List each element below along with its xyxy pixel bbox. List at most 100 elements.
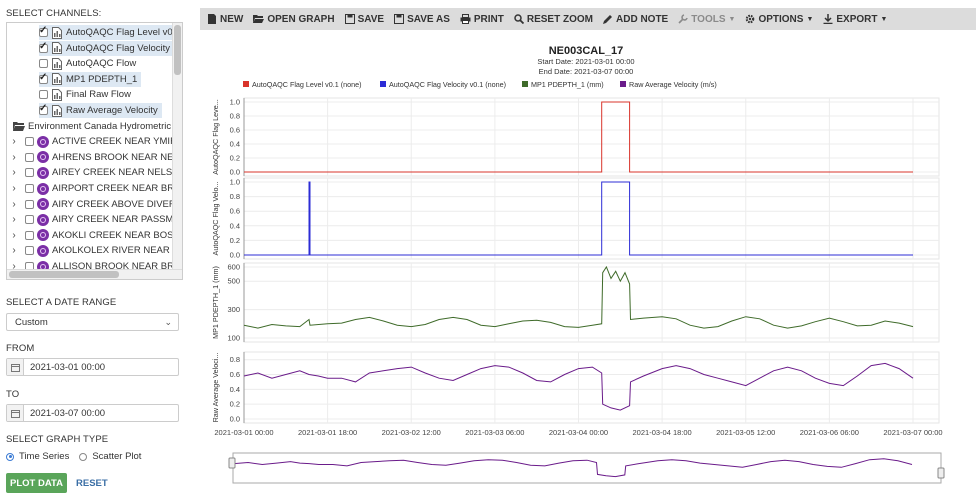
save-button[interactable]: SAVE <box>344 14 384 25</box>
station-checkbox[interactable] <box>25 137 34 147</box>
time-series-label[interactable]: Time Series <box>19 451 70 462</box>
time-series-radio[interactable] <box>6 452 14 461</box>
station-checkbox[interactable] <box>25 246 34 256</box>
station-item[interactable]: › AIREY CREEK NEAR NELSON <box>9 165 172 180</box>
navigator-left-handle[interactable] <box>228 457 236 469</box>
channel-checkbox[interactable] <box>39 72 48 84</box>
chevron-right-icon[interactable]: › <box>12 229 16 241</box>
x-tick-label: 2021-03-01 18:00 <box>298 428 357 437</box>
from-date-field[interactable]: 2021-03-01 00:00 <box>6 358 179 376</box>
scatter-plot-label[interactable]: Scatter Plot <box>92 451 142 462</box>
calendar-icon <box>7 405 24 421</box>
station-icon <box>37 151 49 164</box>
station-label: ALLISON BROOK NEAR BRILI <box>52 261 172 269</box>
station-item[interactable]: › AHRENS BROOK NEAR NELS <box>9 150 172 165</box>
station-checkbox[interactable] <box>25 184 34 193</box>
search-icon <box>514 14 524 24</box>
pencil-icon <box>603 15 612 24</box>
x-tick-label: 2021-03-02 12:00 <box>382 428 441 437</box>
chevron-right-icon[interactable]: › <box>12 183 16 194</box>
x-tick-label: 2021-03-03 06:00 <box>465 428 524 437</box>
options-menu[interactable]: OPTIONS ▼ <box>745 14 813 25</box>
from-date-value: 2021-03-01 00:00 <box>30 361 106 373</box>
channel-item[interactable]: AutoQAQC Flow <box>39 56 140 71</box>
chevron-right-icon[interactable]: › <box>12 136 16 148</box>
document-chart-icon <box>52 104 62 117</box>
y-axis-label: MP1 PDEPTH_1 (mm) <box>211 266 220 339</box>
chevron-right-icon[interactable]: › <box>12 167 16 179</box>
station-item[interactable]: › AIRPORT CREEK NEAR BRILL <box>9 181 172 196</box>
scatter-plot-radio[interactable] <box>79 452 88 461</box>
channel-checkbox[interactable] <box>39 59 48 69</box>
chart-legend: AutoQAQC Flag Level v0.1 (none) AutoQAQC … <box>243 80 717 89</box>
chevron-right-icon[interactable]: › <box>12 151 16 163</box>
to-label: TO <box>6 389 20 400</box>
chevron-right-icon[interactable]: › <box>12 214 16 226</box>
channel-label: Raw Average Velocity <box>66 105 158 116</box>
new-button[interactable]: NEW <box>207 14 243 25</box>
channel-checkbox[interactable] <box>39 25 48 37</box>
x-tick-label: 2021-03-04 18:00 <box>633 428 692 437</box>
group-item[interactable]: Environment Canada Hydrometric <box>9 119 171 134</box>
channel-item[interactable]: AutoQAQC Flag Level v0. <box>39 25 172 40</box>
to-date-field[interactable]: 2021-03-07 00:00 <box>6 404 179 422</box>
channel-checkbox[interactable] <box>39 103 48 115</box>
tree-vertical-scrollbar[interactable] <box>172 23 182 269</box>
station-item[interactable]: › AIRY CREEK NEAR PASSMOR <box>9 212 172 227</box>
station-checkbox[interactable] <box>25 215 34 225</box>
station-checkbox[interactable] <box>25 230 34 240</box>
export-menu[interactable]: EXPORT ▼ <box>823 14 887 25</box>
series-line <box>243 362 914 411</box>
channel-checkbox[interactable] <box>39 41 48 53</box>
station-item[interactable]: › ACTIVE CREEK NEAR YMIR <box>9 134 172 149</box>
y-tick-label: 300 <box>227 305 240 314</box>
plot-data-button[interactable]: PLOT DATA <box>6 473 67 493</box>
chevron-right-icon[interactable]: › <box>12 198 16 210</box>
station-checkbox[interactable] <box>25 262 34 269</box>
x-tick-label: 2021-03-04 00:00 <box>549 428 608 437</box>
channel-item[interactable]: MP1 PDEPTH_1 <box>39 71 142 87</box>
tools-menu[interactable]: TOOLS ▼ <box>678 14 735 25</box>
open-graph-button[interactable]: OPEN GRAPH <box>253 14 335 25</box>
x-tick-label: 2021-03-07 00:00 <box>883 428 942 437</box>
date-range-select[interactable]: Custom ⌄ <box>6 313 179 331</box>
chevron-right-icon[interactable]: › <box>12 261 16 269</box>
y-tick-label: 0.0 <box>230 251 240 260</box>
tree-horizontal-scrollbar[interactable] <box>7 269 182 279</box>
navigator-right-handle[interactable] <box>937 467 945 479</box>
add-note-button[interactable]: ADD NOTE <box>603 14 668 25</box>
y-tick-label: 0.4 <box>230 385 240 394</box>
channel-item[interactable]: AutoQAQC Flag Velocity • <box>39 40 172 56</box>
y-tick-label: 1.0 <box>230 98 240 107</box>
legend-swatch <box>243 81 249 87</box>
station-item[interactable]: › AKOKLI CREEK NEAR BOSWE <box>9 228 172 243</box>
reset-button[interactable]: RESET <box>76 478 108 489</box>
station-item[interactable]: › AKOLKOLEX RIVER NEAR REV <box>9 243 172 258</box>
station-icon <box>37 135 49 148</box>
station-item[interactable]: › ALLISON BROOK NEAR BRILI <box>9 259 172 269</box>
channel-checkbox[interactable] <box>39 90 48 100</box>
print-button[interactable]: PRINT <box>460 14 504 25</box>
time-series-chart[interactable]: NE003CAL_17 Start Date: 2021-03-01 00:00… <box>200 30 980 497</box>
reset-zoom-button[interactable]: RESET ZOOM <box>514 14 593 25</box>
station-item[interactable]: › AIRY CREEK ABOVE DIVERSIC <box>9 197 172 212</box>
add-note-label: ADD NOTE <box>616 13 669 25</box>
save-as-button[interactable]: SAVE AS <box>394 14 450 25</box>
date-range-label: SELECT A DATE RANGE <box>6 297 117 308</box>
station-icon <box>37 166 49 179</box>
chevron-right-icon[interactable]: › <box>12 245 16 257</box>
document-chart-icon <box>52 73 62 86</box>
channel-tree[interactable]: AutoQAQC Flag Level v0. AutoQAQC Flag Ve… <box>6 22 183 280</box>
station-checkbox[interactable] <box>25 199 34 209</box>
y-axis-label: AutoQAQC Flag Velo... <box>211 182 220 256</box>
series-line <box>243 265 914 329</box>
station-checkbox[interactable] <box>25 152 34 162</box>
range-navigator[interactable] <box>228 452 945 484</box>
channel-item[interactable]: Final Raw Flow <box>39 87 135 102</box>
channel-item[interactable]: Raw Average Velocity <box>39 103 162 118</box>
station-icon <box>37 213 49 226</box>
panel-frame <box>243 262 940 343</box>
channel-label: AutoQAQC Flag Level v0. <box>66 27 172 38</box>
station-checkbox[interactable] <box>25 168 34 178</box>
